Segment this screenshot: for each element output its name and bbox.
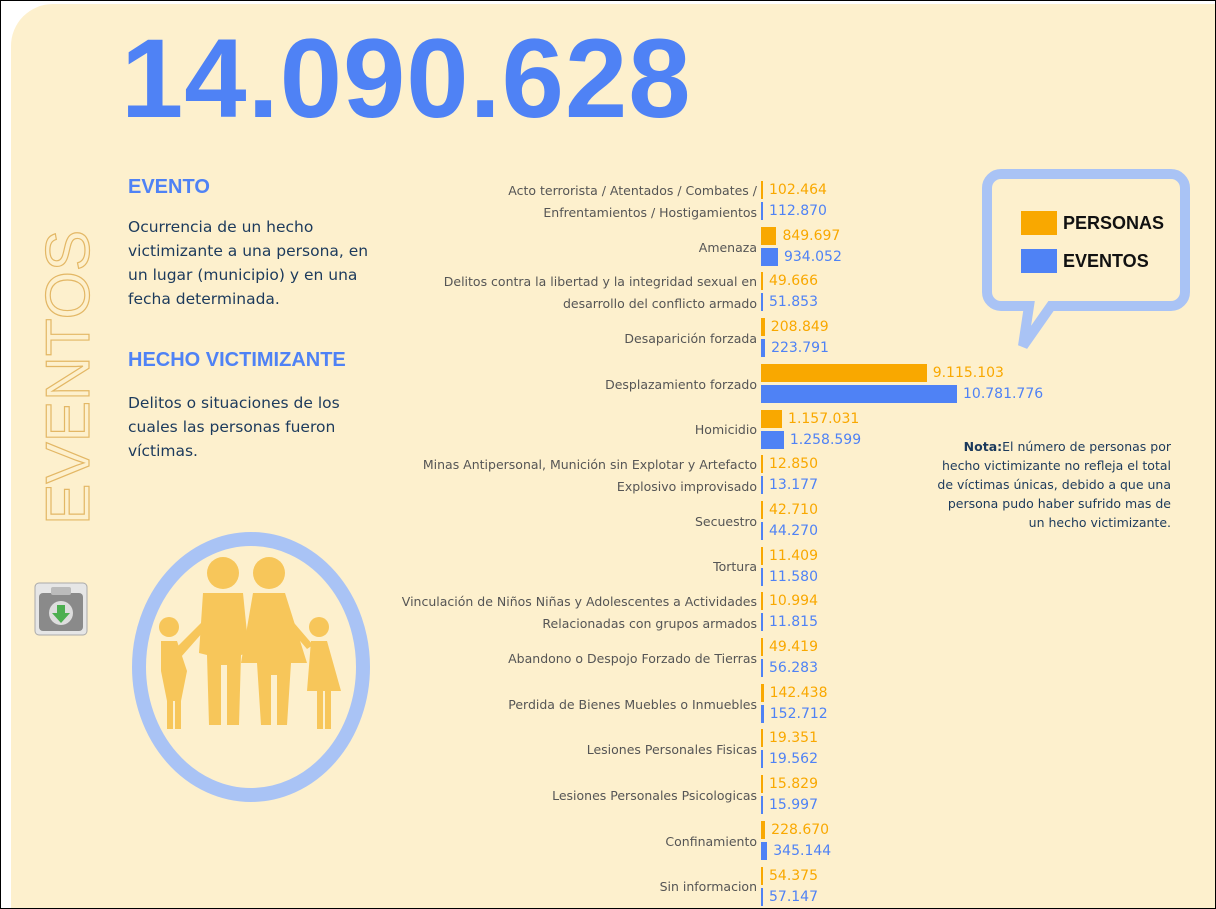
category-label: Perdida de Bienes Muebles o Inmuebles [401, 682, 757, 728]
bar [761, 202, 763, 220]
value-label: 11.580 [769, 568, 818, 586]
value-label: 849.697 [782, 227, 840, 245]
bar [761, 522, 763, 540]
bar [761, 547, 763, 565]
value-label: 49.666 [769, 272, 818, 290]
value-label: 10.994 [769, 592, 818, 610]
value-label: 57.147 [769, 888, 818, 906]
value-label: 1.258.599 [790, 431, 861, 449]
value-label: 102.464 [769, 181, 827, 199]
value-label: 208.849 [771, 318, 829, 336]
bar [761, 659, 763, 677]
value-label: 56.283 [769, 659, 818, 677]
value-label: 10.781.776 [963, 385, 1043, 403]
category-label: Desplazamiento forzado [401, 362, 757, 408]
bar [761, 568, 763, 586]
category-label: Acto terrorista / Atentados / Combates /… [401, 179, 757, 225]
value-label: 19.562 [769, 750, 818, 768]
bar [761, 476, 763, 494]
value-label: 49.419 [769, 638, 818, 656]
value-label: 152.712 [770, 705, 828, 723]
value-label: 42.710 [769, 501, 818, 519]
category-label: Abandono o Despojo Forzado de Tierras [401, 636, 757, 682]
bar [761, 592, 763, 610]
value-label: 15.829 [769, 775, 818, 793]
value-label: 934.052 [784, 248, 842, 266]
value-label: 11.815 [769, 613, 818, 631]
bar [761, 272, 763, 290]
category-label: Lesiones Personales Psicologicas [401, 773, 757, 819]
value-label: 112.870 [769, 202, 827, 220]
category-label: Delitos contra la libertad y la integrid… [401, 270, 757, 316]
value-label: 228.670 [771, 821, 829, 839]
category-label: Tortura [401, 545, 757, 591]
bar [761, 888, 763, 906]
bar [761, 227, 776, 245]
bar [761, 339, 765, 357]
bar [761, 455, 763, 473]
category-label: Homicidio [401, 408, 757, 454]
bar [761, 293, 763, 311]
bar [761, 613, 763, 631]
value-label: 9.115.103 [933, 364, 1004, 382]
category-label: Amenaza [401, 225, 757, 271]
value-label: 142.438 [770, 684, 828, 702]
category-label: Confinamiento [401, 819, 757, 865]
bar [761, 501, 763, 519]
bar [761, 684, 764, 702]
value-label: 13.177 [769, 476, 818, 494]
bar [761, 842, 767, 860]
value-label: 19.351 [769, 729, 818, 747]
bar [761, 705, 764, 723]
value-label: 12.850 [769, 455, 818, 473]
category-label: Sin informacion [401, 865, 757, 909]
bar [761, 410, 782, 428]
bar [761, 248, 778, 266]
chart: Acto terrorista / Atentados / Combates /… [1, 1, 1216, 909]
bar [761, 431, 784, 449]
page: 14.090.628 EVENTOS EVENTO Ocurrencia de … [0, 0, 1216, 909]
bar [761, 750, 763, 768]
value-label: 51.853 [769, 293, 818, 311]
value-label: 223.791 [771, 339, 829, 357]
bar [761, 867, 763, 885]
bar [761, 775, 763, 793]
bar [761, 181, 763, 199]
category-label: Lesiones Personales Fisicas [401, 727, 757, 773]
value-label: 345.144 [773, 842, 831, 860]
category-label: Vinculación de Niños Niñas y Adolescente… [401, 590, 757, 636]
value-label: 15.997 [769, 796, 818, 814]
value-label: 11.409 [769, 547, 818, 565]
value-label: 54.375 [769, 867, 818, 885]
bar [761, 385, 957, 403]
bar [761, 318, 765, 336]
bar [761, 821, 765, 839]
category-label: Secuestro [401, 499, 757, 545]
value-label: 44.270 [769, 522, 818, 540]
category-label: Minas Antipersonal, Munición sin Explota… [401, 453, 757, 499]
category-label: Desaparición forzada [401, 316, 757, 362]
bar [761, 729, 763, 747]
bar [761, 638, 763, 656]
bar [761, 364, 927, 382]
bar [761, 796, 763, 814]
value-label: 1.157.031 [788, 410, 859, 428]
